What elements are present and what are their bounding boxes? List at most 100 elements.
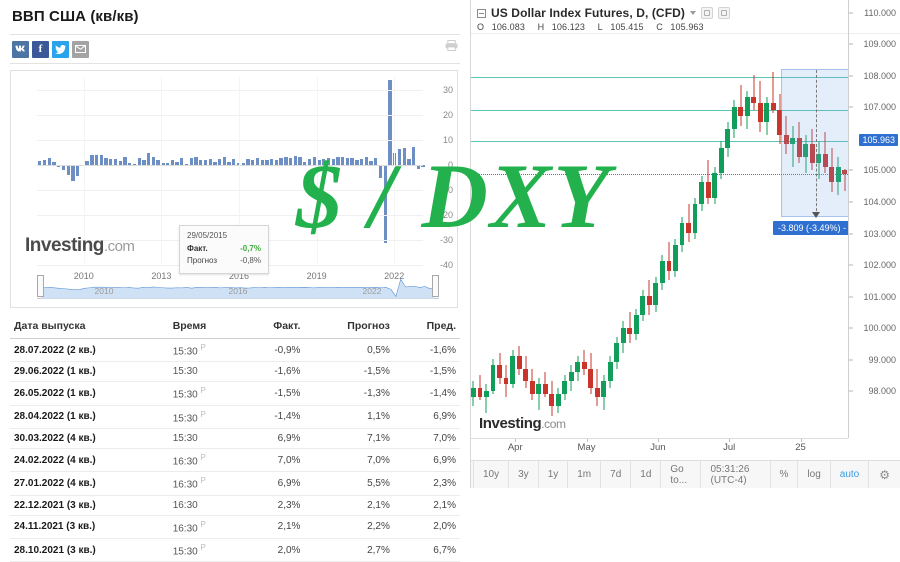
table-row[interactable]: 29.06.2022 (1 кв.) 15:30 -1,6% -1,5% -1,5% — [10, 361, 460, 383]
bar[interactable] — [421, 164, 425, 167]
bar[interactable] — [199, 159, 203, 165]
bar[interactable] — [61, 164, 66, 171]
bar[interactable] — [222, 157, 227, 165]
bar[interactable] — [303, 161, 307, 165]
bar[interactable] — [374, 158, 378, 165]
share-email-icon[interactable] — [72, 40, 89, 58]
bar[interactable] — [355, 159, 359, 165]
bar[interactable] — [227, 162, 231, 165]
chevron-down-icon[interactable] — [689, 11, 696, 15]
table-header-cell[interactable]: Факт. — [242, 316, 305, 339]
toolbar-item-[interactable]: % — [771, 461, 799, 488]
chart-settings-icon[interactable] — [700, 7, 713, 19]
bar[interactable] — [298, 157, 302, 165]
toolbar-item-1d[interactable]: 1d — [631, 461, 662, 488]
bar[interactable] — [47, 158, 51, 165]
table-header-cell[interactable]: Прогноз — [304, 316, 394, 339]
share-twitter-icon[interactable] — [52, 40, 69, 58]
bar[interactable] — [246, 158, 250, 165]
bar[interactable] — [293, 155, 297, 165]
bar[interactable] — [345, 157, 350, 165]
bar[interactable] — [232, 159, 236, 165]
bar[interactable] — [336, 157, 340, 165]
bar[interactable] — [104, 157, 108, 165]
bar[interactable] — [312, 156, 316, 165]
toolbar-item-go-to[interactable]: Go to... — [661, 461, 702, 488]
bar[interactable] — [359, 158, 364, 165]
bar[interactable] — [161, 163, 165, 165]
table-row[interactable]: 27.01.2022 (4 кв.) 16:30 P 6,9% 5,5% 2,3% — [10, 471, 460, 496]
chart-expand-icon[interactable] — [717, 7, 730, 19]
table-row[interactable]: 28.04.2022 (1 кв.) 15:30 P -1,4% 1,1% 6,9% — [10, 405, 460, 429]
bar[interactable] — [364, 157, 368, 165]
bar[interactable] — [213, 161, 217, 165]
toolbar-item-10y[interactable]: 10y — [473, 461, 510, 488]
bar[interactable] — [175, 161, 179, 165]
price-axis[interactable]: 110.000 109.000 108.000 107.000 105.000 104.0… — [848, 0, 900, 438]
bar[interactable] — [128, 162, 132, 165]
bar[interactable] — [378, 164, 383, 178]
table-header-cell[interactable]: Пред. — [393, 316, 460, 339]
bar[interactable] — [38, 160, 42, 165]
bar[interactable] — [118, 160, 122, 165]
measurement-selection-box[interactable] — [781, 68, 848, 219]
bar[interactable] — [284, 157, 288, 165]
bar[interactable] — [146, 152, 151, 165]
bar[interactable] — [265, 159, 269, 165]
table-row[interactable]: 22.12.2021 (3 кв.) 16:30 2,3% 2,1% 2,1% — [10, 495, 460, 516]
bar[interactable] — [94, 155, 99, 165]
toolbar-item-1y[interactable]: 1y — [539, 461, 569, 488]
horizontal-level-line[interactable] — [471, 76, 848, 78]
bar[interactable] — [156, 160, 160, 165]
bar[interactable] — [203, 159, 208, 165]
bar[interactable] — [194, 156, 198, 165]
table-header-cell[interactable]: Дата выпуска — [10, 316, 169, 339]
bar[interactable] — [180, 157, 184, 165]
bar[interactable] — [57, 164, 61, 168]
bar[interactable] — [350, 158, 354, 165]
bar[interactable] — [170, 160, 174, 165]
range-navigator[interactable]: 2010 2016 2022 — [37, 269, 439, 303]
table-row[interactable]: 26.05.2022 (1 кв.) 15:30 P -1,5% -1,3% -1,4% — [10, 381, 460, 406]
bar[interactable] — [340, 156, 345, 165]
bar[interactable] — [260, 160, 264, 165]
bar[interactable] — [411, 147, 416, 165]
table-header-cell[interactable]: Время — [168, 316, 243, 339]
bar[interactable] — [71, 164, 75, 181]
bar[interactable] — [397, 148, 402, 165]
bar[interactable] — [109, 158, 113, 165]
bar[interactable] — [66, 164, 70, 176]
gear-icon[interactable]: ⚙ — [879, 467, 890, 482]
bar[interactable] — [274, 159, 279, 165]
time-axis[interactable]: Apr May Jun Jul 25 — [471, 438, 848, 460]
bar[interactable] — [270, 158, 274, 165]
table-row[interactable]: 30.03.2022 (4 кв.) 15:30 6,9% 7,1% 7,0% — [10, 428, 460, 449]
navigator-handle-right[interactable] — [432, 275, 439, 297]
table-row[interactable]: 28.07.2022 (2 кв.) 15:30 P -0,9% 0,5% -1,6% — [10, 338, 460, 363]
bar[interactable] — [241, 162, 245, 165]
bar[interactable] — [416, 164, 421, 169]
bar[interactable] — [307, 159, 312, 165]
toolbar-item-1m[interactable]: 1m — [568, 461, 602, 488]
bar[interactable] — [99, 154, 103, 165]
bar[interactable] — [331, 158, 335, 165]
bar[interactable] — [90, 154, 94, 165]
bar[interactable] — [52, 162, 56, 165]
share-facebook-icon[interactable]: f — [32, 40, 49, 58]
share-vk-icon[interactable] — [12, 40, 29, 58]
bar[interactable] — [85, 160, 89, 165]
bar[interactable] — [322, 159, 326, 165]
navigator-track[interactable]: 2010 2016 2022 — [37, 273, 439, 299]
toolbar-item-7d[interactable]: 7d — [601, 461, 632, 488]
bar[interactable] — [317, 159, 321, 165]
bar[interactable] — [407, 158, 411, 165]
toolbar-item-log[interactable]: log — [798, 461, 831, 488]
bar[interactable] — [76, 164, 80, 177]
bar[interactable] — [42, 159, 47, 165]
bar[interactable] — [402, 147, 406, 165]
bar[interactable] — [369, 160, 373, 165]
collapse-icon[interactable] — [477, 8, 486, 18]
dxy-plot-area[interactable]: -3.809 (-3.49%) - — [471, 34, 848, 438]
bar[interactable] — [189, 157, 193, 165]
bar[interactable] — [208, 158, 212, 165]
